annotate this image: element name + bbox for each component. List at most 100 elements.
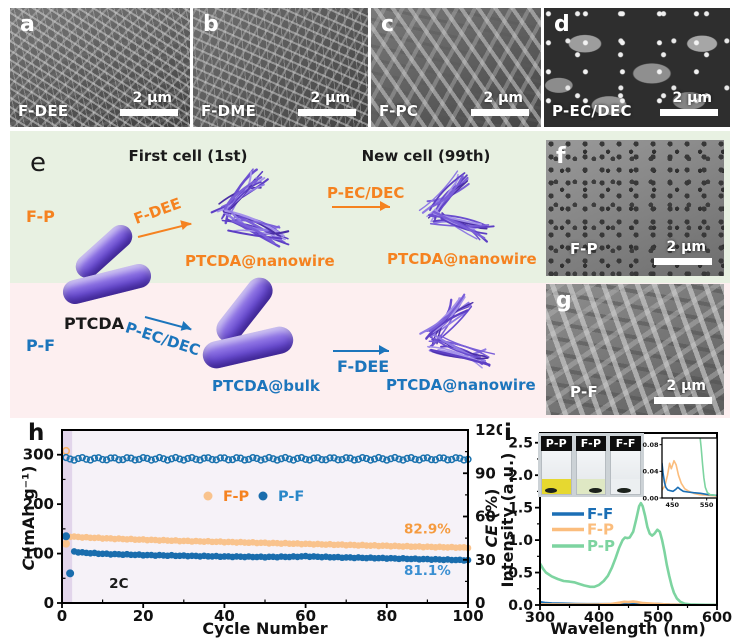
svg-text:0.04: 0.04 bbox=[642, 468, 659, 476]
vial-body-pp bbox=[541, 451, 572, 495]
panel-letter-b: b bbox=[203, 12, 219, 37]
sem-panel-g: g P-F 2 μm bbox=[546, 284, 724, 415]
sample-label-b: F-DME bbox=[201, 102, 257, 120]
scale-bar-d bbox=[660, 109, 718, 116]
svg-text:20: 20 bbox=[133, 607, 154, 625]
nanowire-cluster-1 bbox=[210, 168, 290, 248]
svg-text:F-P: F-P bbox=[587, 521, 614, 539]
svg-text:81.1%: 81.1% bbox=[404, 563, 451, 579]
svg-text:550: 550 bbox=[700, 501, 714, 509]
scale-label-c: 2 μm bbox=[483, 90, 523, 106]
svg-text:P-F: P-F bbox=[278, 489, 304, 505]
ptcda-label: PTCDA bbox=[63, 314, 125, 333]
vial-cap-label-pp: P-P bbox=[541, 436, 572, 451]
scale-label-d: 2 μm bbox=[672, 90, 712, 106]
first-cell-title: First cell (1st) bbox=[128, 147, 248, 165]
svg-text:300: 300 bbox=[23, 446, 54, 464]
svg-text:0: 0 bbox=[475, 594, 485, 612]
scale-bar-a bbox=[120, 109, 178, 116]
scale-bar-c bbox=[471, 109, 529, 116]
vial-sediment-ff bbox=[617, 488, 632, 493]
scale-bar-g bbox=[654, 397, 712, 404]
panel-letter-d: d bbox=[554, 12, 570, 37]
cycling-chart: 0 20 40 60 80 1000100200300030609012082.9%81.… bbox=[23, 422, 502, 625]
arrow-label-fdee-bottom: F-DEE bbox=[337, 357, 390, 376]
svg-text:300: 300 bbox=[525, 610, 555, 626]
nanowire-label-1: PTCDA@nanowire bbox=[185, 252, 335, 270]
vial-pp: P-P bbox=[541, 436, 572, 495]
arrow-label-pecdec-top: P-EC/DEC bbox=[327, 184, 405, 202]
scale-label-g: 2 μm bbox=[666, 378, 706, 394]
scale-bar-b bbox=[298, 109, 356, 116]
svg-text:60: 60 bbox=[475, 508, 496, 526]
nanowire-label-3: PTCDA@nanowire bbox=[386, 376, 536, 394]
svg-text:1.0: 1.0 bbox=[508, 533, 533, 549]
svg-text:2C: 2C bbox=[109, 576, 128, 592]
sample-label-f: F-P bbox=[570, 240, 598, 258]
panel-letter-a: a bbox=[20, 12, 35, 37]
svg-text:P-P: P-P bbox=[587, 537, 615, 555]
vial-fp: F-P bbox=[575, 436, 607, 495]
svg-text:40: 40 bbox=[214, 607, 235, 625]
scale-bar-f bbox=[654, 258, 712, 265]
svg-text:F-F: F-F bbox=[587, 505, 613, 523]
svg-text:100: 100 bbox=[452, 607, 483, 625]
vial-sediment-pp bbox=[545, 488, 557, 493]
vial-photo-inset: P-P F-P F-F bbox=[538, 433, 644, 497]
svg-text:0.08: 0.08 bbox=[642, 441, 659, 449]
panel-letter-f: f bbox=[556, 144, 566, 169]
scale-label-a: 2 μm bbox=[132, 90, 172, 106]
vial-body-fp bbox=[575, 451, 607, 495]
svg-text:0.5: 0.5 bbox=[508, 566, 533, 582]
sem-panel-d: d P-EC/DEC 2 μm bbox=[544, 8, 730, 127]
svg-text:82.9%: 82.9% bbox=[404, 521, 451, 537]
panel-letter-c: c bbox=[381, 12, 395, 37]
sample-label-a: F-DEE bbox=[18, 102, 69, 120]
sem-panel-a: a F-DEE 2 μm bbox=[10, 8, 190, 127]
cycling-ylabel-left: C (mAh g⁻¹) bbox=[19, 465, 38, 571]
panel-letter-h: h bbox=[28, 420, 45, 446]
svg-text:200: 200 bbox=[23, 495, 54, 513]
svg-text:450: 450 bbox=[666, 501, 680, 509]
new-cell-title: New cell (99th) bbox=[361, 147, 491, 165]
svg-text:0.0: 0.0 bbox=[508, 598, 533, 614]
sample-label-g: P-F bbox=[570, 383, 599, 401]
vial-sediment-fp bbox=[589, 488, 603, 493]
sem-panel-c: c F-PC 2 μm bbox=[371, 8, 541, 127]
svg-text:30: 30 bbox=[475, 551, 496, 569]
scale-label-f: 2 μm bbox=[666, 239, 706, 255]
svg-text:120: 120 bbox=[475, 422, 502, 439]
svg-text:90: 90 bbox=[475, 464, 496, 482]
vial-cap-label-ff: F-F bbox=[610, 436, 642, 451]
sample-label-c: F-PC bbox=[379, 102, 419, 120]
row-label-fp: F-P bbox=[26, 207, 55, 226]
scale-label-b: 2 μm bbox=[310, 90, 350, 106]
nanowire-label-2: PTCDA@nanowire bbox=[387, 250, 537, 268]
svg-text:80: 80 bbox=[376, 607, 397, 625]
svg-text:0: 0 bbox=[57, 607, 67, 625]
svg-text:2.5: 2.5 bbox=[508, 436, 533, 452]
bulk-label: PTCDA@bulk bbox=[212, 377, 320, 395]
vial-ff: F-F bbox=[610, 436, 642, 495]
cycling-xlabel: Cycle Number bbox=[202, 619, 328, 638]
row-label-pf: P-F bbox=[26, 336, 56, 355]
svg-text:2.0: 2.0 bbox=[508, 468, 533, 484]
svg-text:600: 600 bbox=[702, 610, 732, 626]
pl-inset-chart: 450 550 0.00 0.04 0.08 bbox=[642, 437, 718, 509]
sem-panel-b: b F-DME 2 μm bbox=[193, 8, 368, 127]
pl-ylabel: Intensity (a.u.) bbox=[498, 452, 517, 588]
vial-cap-label-fp: F-P bbox=[575, 436, 607, 451]
cycling-panel: 0 20 40 60 80 100 0 100 200 300 0 30 60 90 120 82.9% 81.… bbox=[10, 420, 502, 643]
svg-text:0.00: 0.00 bbox=[642, 494, 659, 502]
arrow-fdee-bottom bbox=[333, 345, 389, 356]
arrow-pecdec-top bbox=[332, 201, 390, 212]
pl-panel: 300 400 500 600 0.0 0.5 1.0 1.5 2.0 2.5 F-F F-P P-P … bbox=[498, 420, 734, 643]
svg-text:400: 400 bbox=[584, 610, 614, 626]
nanowire-cluster-3 bbox=[419, 293, 496, 369]
nanowire-cluster-2 bbox=[418, 170, 495, 243]
sample-label-d: P-EC/DEC bbox=[552, 102, 632, 120]
svg-text:100: 100 bbox=[23, 545, 54, 563]
panel-letter-g: g bbox=[556, 288, 572, 313]
panel-letter-i: i bbox=[504, 420, 512, 446]
